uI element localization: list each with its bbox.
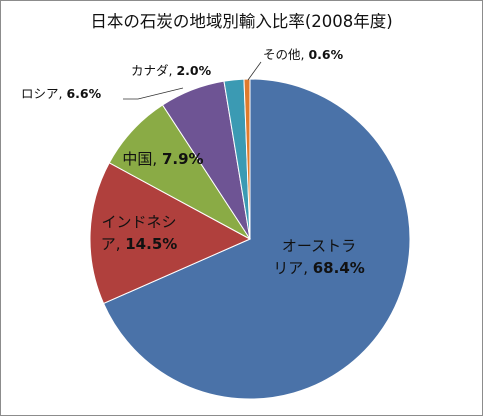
slice-data-label: ロシア, 6.6% xyxy=(21,86,102,101)
pie-slice xyxy=(102,78,411,400)
slice-data-label: インドネシア, 14.5% xyxy=(101,213,178,253)
leader-line xyxy=(247,61,262,81)
pie-slice xyxy=(243,78,251,240)
slice-data-label: カナダ, 2.0% xyxy=(131,63,212,78)
slice-data-label: 中国, 7.9% xyxy=(122,150,203,168)
chart-title: 日本の石炭の地域別輸入比率(2008年度) xyxy=(90,12,393,31)
slice-data-label: オーストラリア, 68.4% xyxy=(273,237,365,277)
pie-slice xyxy=(89,162,252,305)
leader-line xyxy=(123,87,184,100)
slice-data-label: その他, 0.6% xyxy=(263,47,344,62)
